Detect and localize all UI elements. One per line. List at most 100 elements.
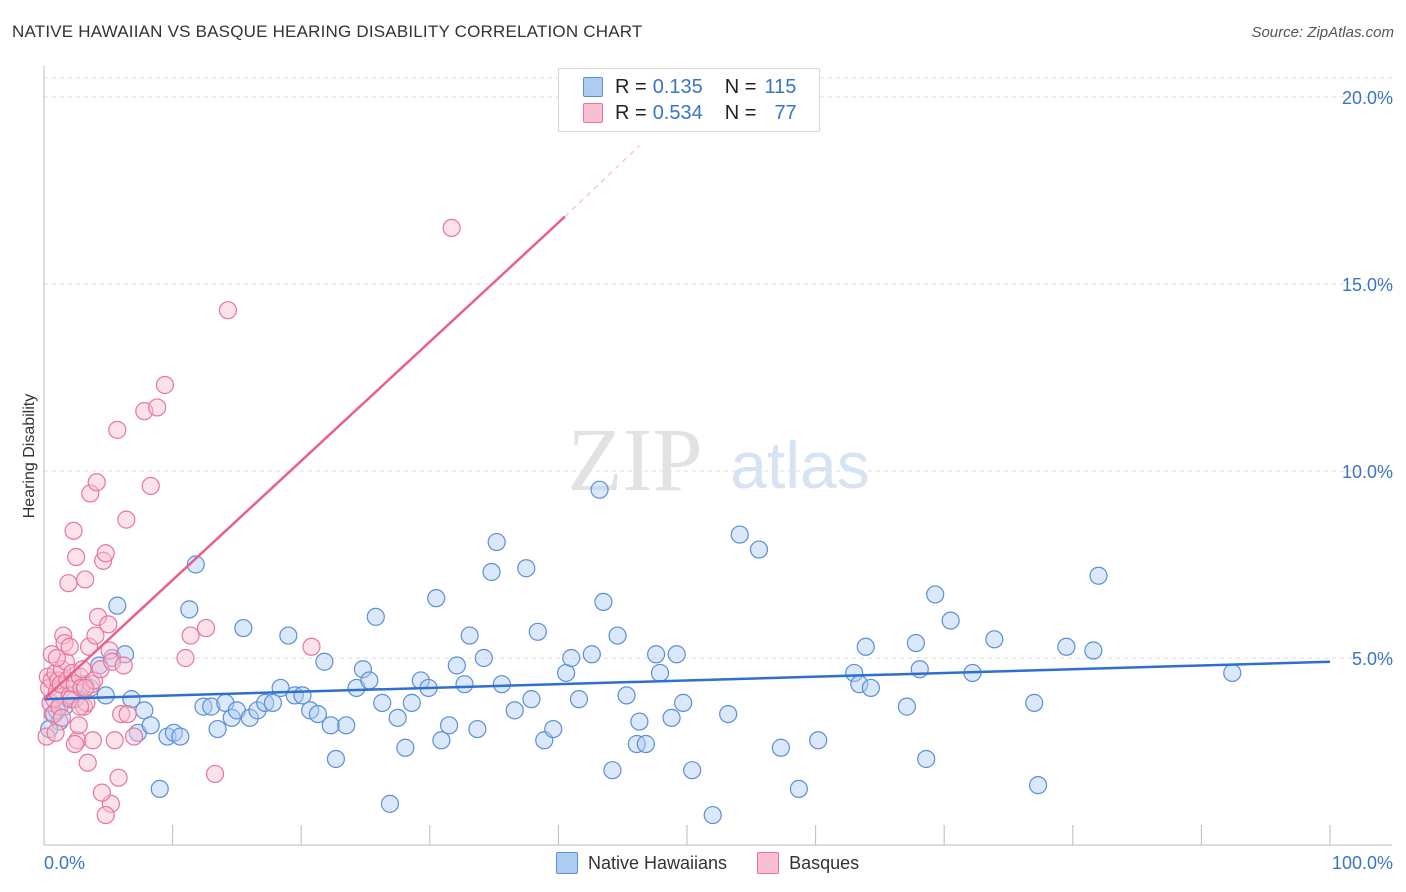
point-native-hawaiian <box>373 693 392 712</box>
point-native-hawaiian <box>108 596 127 615</box>
point-native-hawaiian <box>647 645 666 664</box>
point-native-hawaiian <box>608 626 627 645</box>
point-native-hawaiian <box>293 686 312 705</box>
point-basque <box>60 637 79 656</box>
point-basque <box>59 574 78 593</box>
point-basque <box>78 753 97 772</box>
point-native-hawaiian <box>789 779 808 799</box>
point-native-hawaiian <box>906 633 926 653</box>
point-basque <box>196 618 216 638</box>
point-basque <box>103 652 122 671</box>
point-native-hawaiian <box>941 611 960 630</box>
point-native-hawaiian <box>122 690 141 709</box>
point-basque <box>81 484 100 503</box>
point-native-hawaiian <box>582 645 601 664</box>
point-native-hawaiian <box>730 525 749 544</box>
point-native-hawaiian <box>897 697 917 716</box>
point-native-hawaiian <box>650 663 670 683</box>
y-tick-label: 10.0% <box>1342 462 1393 482</box>
point-native-hawaiian <box>360 671 379 690</box>
point-native-hawaiian <box>180 600 199 619</box>
point-native-hawaiian <box>492 675 511 694</box>
point-native-hawaiian <box>208 719 227 739</box>
point-native-hawaiian <box>1223 663 1242 683</box>
point-native-hawaiian <box>594 592 613 612</box>
point-native-hawaiian <box>308 704 328 724</box>
point-native-hawaiian <box>234 618 253 638</box>
series-label: Basques <box>789 852 860 873</box>
point-native-hawaiian <box>468 719 487 739</box>
point-native-hawaiian <box>636 734 655 754</box>
point-basque <box>112 704 131 724</box>
point-basque <box>79 637 99 656</box>
tick-labels: 5.0% 10.0% 15.0% 20.0% 0.0% 100.0% <box>44 88 1393 873</box>
point-basque <box>155 375 174 395</box>
point-native-hawaiian <box>427 589 446 608</box>
point-basque <box>176 648 195 668</box>
point-native-hawaiian <box>749 540 769 559</box>
point-native-hawaiian <box>603 761 622 780</box>
series-swatch-pink <box>757 852 780 874</box>
point-native-hawaiian <box>562 648 581 668</box>
legend-r-value: 0.534 <box>652 101 703 124</box>
source-note: Source: ZipAtlas.com <box>1251 24 1394 41</box>
point-basque <box>76 678 95 698</box>
legend-row-native-hawaiians: R = 0.135 N = 115 <box>583 75 796 99</box>
point-native-hawaiian <box>522 690 541 709</box>
point-basque <box>69 716 88 735</box>
point-native-hawaiian <box>353 660 373 679</box>
point-native-hawaiian <box>1089 566 1108 585</box>
legend-r-value: 0.135 <box>652 75 703 98</box>
y-tick-label: 5.0% <box>1352 649 1393 669</box>
point-basque <box>96 544 115 563</box>
point-basque <box>88 607 108 626</box>
point-basque <box>141 476 160 496</box>
point-basque <box>56 652 75 671</box>
point-native-hawaiian <box>590 480 609 499</box>
point-native-hawaiian <box>569 690 589 709</box>
point-native-hawaiian <box>917 749 936 769</box>
point-native-hawaiian <box>856 637 875 656</box>
watermark-atlas: atlas <box>730 428 869 502</box>
point-native-hawaiian <box>455 675 474 694</box>
point-native-hawaiian <box>366 607 385 626</box>
axes <box>43 66 1392 846</box>
point-native-hawaiian <box>910 660 929 679</box>
point-basque <box>83 731 102 750</box>
legend-n-value: 77 <box>774 101 797 124</box>
legend-r-label: R = <box>615 75 647 98</box>
point-native-hawaiian <box>703 805 722 825</box>
legend-n-value: 115 <box>764 75 797 98</box>
point-native-hawaiian <box>861 678 880 698</box>
legend-n-label: N = <box>724 101 757 124</box>
watermark-zip: ZIP <box>568 411 703 510</box>
point-basque <box>205 764 225 784</box>
point-native-hawaiian <box>674 693 693 712</box>
series-legend-basques[interactable]: Basques <box>757 852 859 874</box>
point-native-hawaiian <box>528 622 547 641</box>
point-native-hawaiian <box>321 716 340 735</box>
legend-n-label: N = <box>724 75 757 98</box>
point-native-hawaiian <box>517 559 536 578</box>
legend-swatch-blue <box>583 77 603 97</box>
point-basque <box>99 615 118 634</box>
point-native-hawaiian <box>388 708 407 727</box>
point-basque <box>218 301 237 320</box>
series-native-hawaiians <box>40 480 1242 825</box>
series-legend-native-hawaiians[interactable]: Native Hawaiians <box>556 852 727 874</box>
legend-swatch-pink <box>583 103 603 123</box>
point-native-hawaiian <box>482 562 501 582</box>
x-tick-label: 0.0% <box>44 853 85 873</box>
point-native-hawaiian <box>505 701 524 720</box>
trend-line-native-hawaiians <box>43 660 1331 701</box>
point-basque <box>65 734 84 754</box>
point-basque <box>37 727 56 746</box>
point-native-hawaiian <box>926 585 945 604</box>
y-tick-label: 20.0% <box>1342 88 1393 108</box>
point-native-hawaiian <box>809 731 828 750</box>
point-native-hawaiian <box>985 630 1004 649</box>
point-basque <box>76 570 95 589</box>
point-basque <box>181 626 200 645</box>
point-native-hawaiian <box>771 738 790 757</box>
point-native-hawaiian <box>380 794 400 813</box>
